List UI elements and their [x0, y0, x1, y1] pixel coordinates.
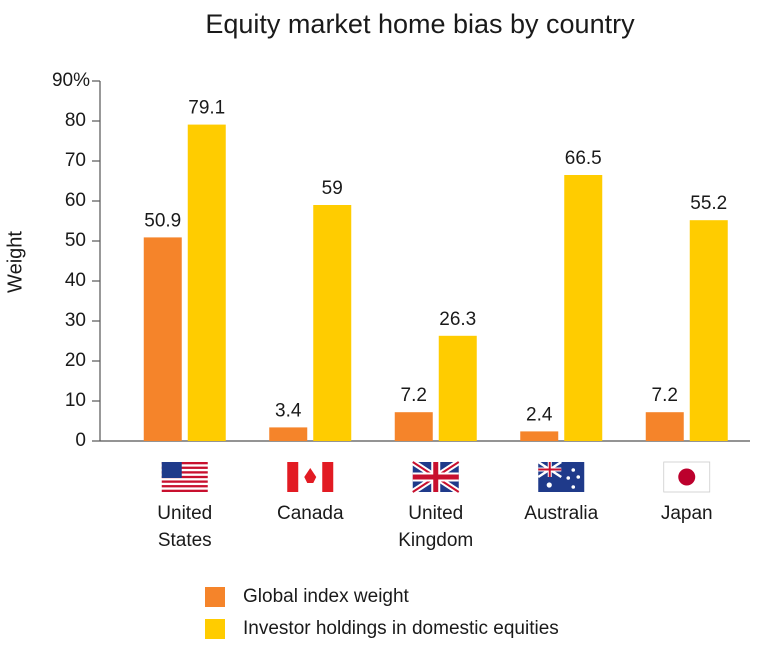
- bar: [269, 427, 308, 441]
- x-tick-label: Australia: [524, 503, 599, 524]
- x-tick-label: United States: [157, 503, 213, 551]
- bar: [187, 124, 226, 441]
- value-label: 7.2: [401, 385, 427, 406]
- value-label: 66.5: [565, 148, 602, 169]
- flag: [161, 471, 208, 474]
- bar: [313, 205, 352, 441]
- flag: [538, 462, 562, 477]
- chart-title: Equity market home bias by country: [205, 9, 635, 39]
- flag-icon: [287, 462, 334, 492]
- flag-icon: [537, 460, 585, 492]
- y-tick-label: 10: [65, 390, 86, 411]
- flag-icon: [411, 459, 461, 495]
- bar: [143, 237, 182, 441]
- y-tick-label: 20: [65, 350, 86, 371]
- flag: [571, 468, 576, 472]
- flag: [161, 462, 208, 465]
- y-tick-label: 40: [65, 270, 86, 291]
- flag: [566, 476, 571, 480]
- legend-swatch: [205, 587, 225, 607]
- value-label: 26.3: [439, 309, 476, 330]
- value-label: 7.2: [652, 385, 678, 406]
- x-tick-label: United Kingdom: [398, 503, 474, 551]
- bar: [394, 412, 433, 441]
- legend-swatch: [205, 619, 225, 639]
- y-tick-label: 50: [65, 230, 86, 251]
- value-label: 59: [322, 178, 343, 199]
- flag: [571, 485, 576, 489]
- y-tick-label: 60: [65, 190, 86, 211]
- bar: [520, 431, 559, 441]
- flag: [287, 462, 299, 492]
- y-tick-label: 70: [65, 150, 86, 171]
- y-tick-label: 90%: [52, 70, 90, 91]
- y-axis-label: Weight: [4, 231, 26, 293]
- flag: [161, 489, 208, 492]
- flag: [546, 482, 552, 488]
- x-tick-label: Canada: [276, 503, 344, 524]
- flag: [576, 475, 581, 479]
- flag: [161, 462, 182, 478]
- flag-icon: [663, 461, 711, 493]
- bar: [645, 412, 684, 441]
- y-tick-label: 0: [75, 430, 86, 451]
- flag: [678, 468, 696, 486]
- value-label: 55.2: [690, 193, 727, 214]
- x-tick-label: Japan: [660, 503, 713, 524]
- bar: [438, 335, 477, 441]
- flag: [161, 480, 208, 483]
- y-tick-label: 30: [65, 310, 86, 331]
- legend-label: Global index weight: [243, 586, 410, 607]
- flag: [161, 475, 208, 479]
- value-label: 3.4: [275, 400, 302, 421]
- value-label: 50.9: [144, 210, 181, 231]
- legend-label: Investor holdings in domestic equities: [243, 618, 559, 639]
- flag: [322, 462, 334, 492]
- flag: [161, 466, 208, 469]
- value-label: 2.4: [526, 404, 553, 425]
- value-label: 79.1: [188, 98, 225, 119]
- y-tick-label: 80: [65, 110, 86, 131]
- flag: [412, 462, 459, 492]
- bar: [689, 220, 728, 441]
- bar: [564, 175, 603, 441]
- flag: [161, 485, 208, 488]
- flag: [304, 468, 317, 483]
- flag-icon: [161, 462, 208, 492]
